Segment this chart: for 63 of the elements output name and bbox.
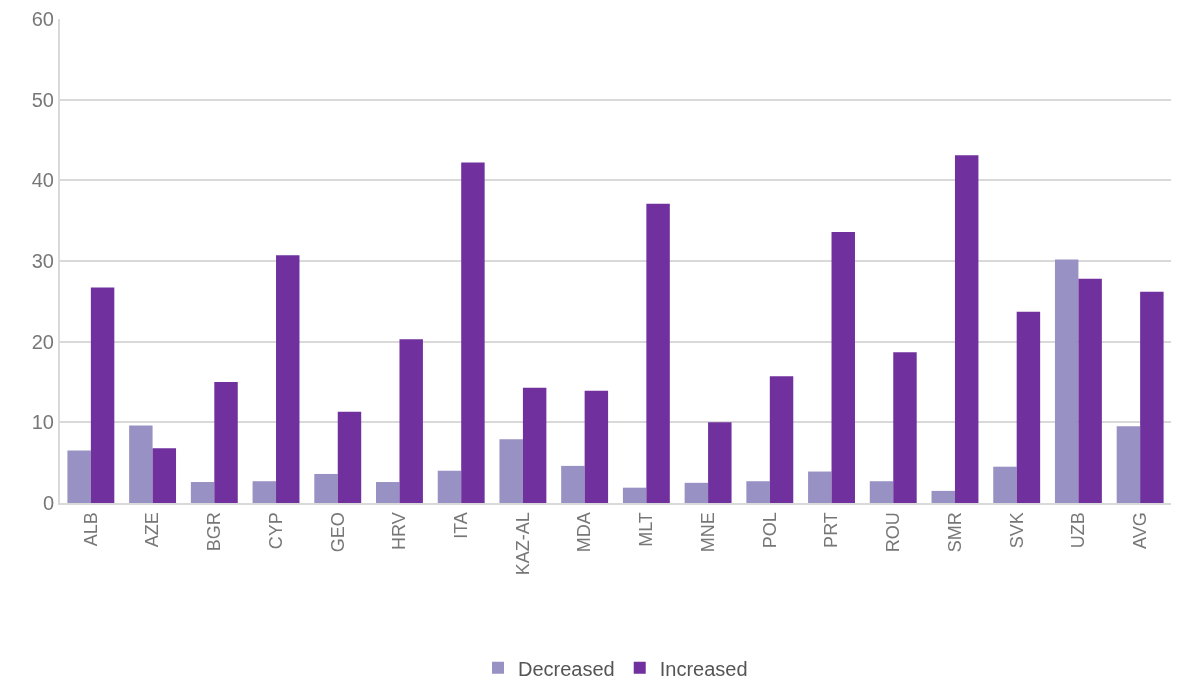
bar xyxy=(129,425,153,503)
bar xyxy=(1078,278,1102,503)
x-tick-label: POL xyxy=(759,512,780,549)
bar xyxy=(893,352,917,503)
bar xyxy=(214,382,238,503)
x-tick-label: SVK xyxy=(1006,512,1027,549)
bar xyxy=(314,473,338,503)
bar xyxy=(684,482,709,503)
bar xyxy=(831,231,855,503)
y-tick-label: 30 xyxy=(31,250,54,272)
y-tick-label: 40 xyxy=(31,169,54,192)
bar xyxy=(954,155,979,503)
bar xyxy=(376,482,400,503)
x-tick-label: PRT xyxy=(821,512,842,548)
bar xyxy=(584,390,609,503)
y-tick-label: 50 xyxy=(31,88,54,111)
bar xyxy=(152,448,177,503)
y-tick-label: 60 xyxy=(31,8,54,30)
x-tick-label: SMR xyxy=(944,512,965,553)
legend-label: Decreased xyxy=(518,657,615,680)
bar xyxy=(67,450,91,503)
bar xyxy=(1016,311,1041,503)
x-tick-label: MDA xyxy=(574,512,595,553)
bar xyxy=(1116,426,1141,503)
bar xyxy=(769,376,794,503)
bar xyxy=(499,439,523,503)
bar xyxy=(337,411,362,503)
legend-label: Increased xyxy=(659,657,748,680)
bar xyxy=(646,203,670,503)
x-tick-label: KAZ-AL xyxy=(512,512,533,576)
bar xyxy=(90,287,115,503)
x-tick-label: MNE xyxy=(697,512,718,553)
x-tick-label: ROU xyxy=(883,512,904,553)
x-tick-label: AZE xyxy=(142,512,163,548)
x-tick-label: ITA xyxy=(451,512,472,539)
bar xyxy=(190,482,215,503)
bar xyxy=(622,487,647,503)
x-tick-label: UZB xyxy=(1068,512,1089,549)
bar xyxy=(808,471,832,503)
y-tick-label: 0 xyxy=(42,492,54,514)
bar xyxy=(561,465,585,503)
bar xyxy=(708,422,732,503)
x-tick-label: ALB xyxy=(80,512,101,547)
bar xyxy=(276,255,300,503)
bar xyxy=(399,339,423,503)
bar xyxy=(931,490,955,503)
bar xyxy=(746,481,770,503)
bar xyxy=(252,481,277,503)
y-tick-label: 20 xyxy=(31,330,54,353)
bar xyxy=(1140,291,1164,503)
bar xyxy=(869,481,894,503)
bar xyxy=(1054,259,1079,503)
bar xyxy=(461,162,485,503)
x-tick-label: GEO xyxy=(327,512,348,553)
bar xyxy=(522,387,547,503)
bar xyxy=(993,466,1017,503)
y-tick-label: 10 xyxy=(31,411,54,434)
x-tick-label: MLT xyxy=(636,512,657,547)
x-tick-label: CYP xyxy=(265,512,286,550)
x-tick-label: BGR xyxy=(204,512,225,552)
x-tick-label: AVG xyxy=(1129,512,1150,549)
bar xyxy=(437,470,462,503)
x-tick-label: HRV xyxy=(389,512,410,550)
